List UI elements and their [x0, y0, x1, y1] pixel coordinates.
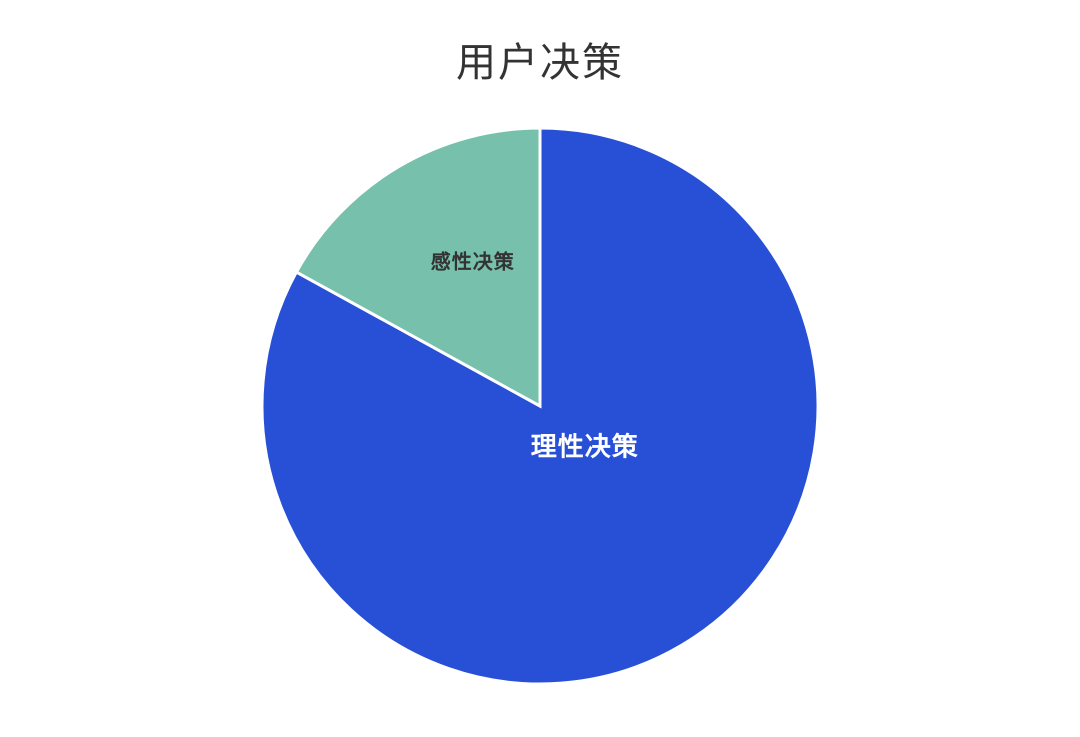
pie-slice-label-1: 感性决策: [431, 246, 515, 275]
pie-slice-label-0: 理性决策: [531, 427, 639, 464]
pie-chart: 理性决策 感性决策: [260, 126, 820, 686]
chart-title: 用户决策: [456, 30, 624, 88]
pie-svg: [260, 126, 820, 686]
